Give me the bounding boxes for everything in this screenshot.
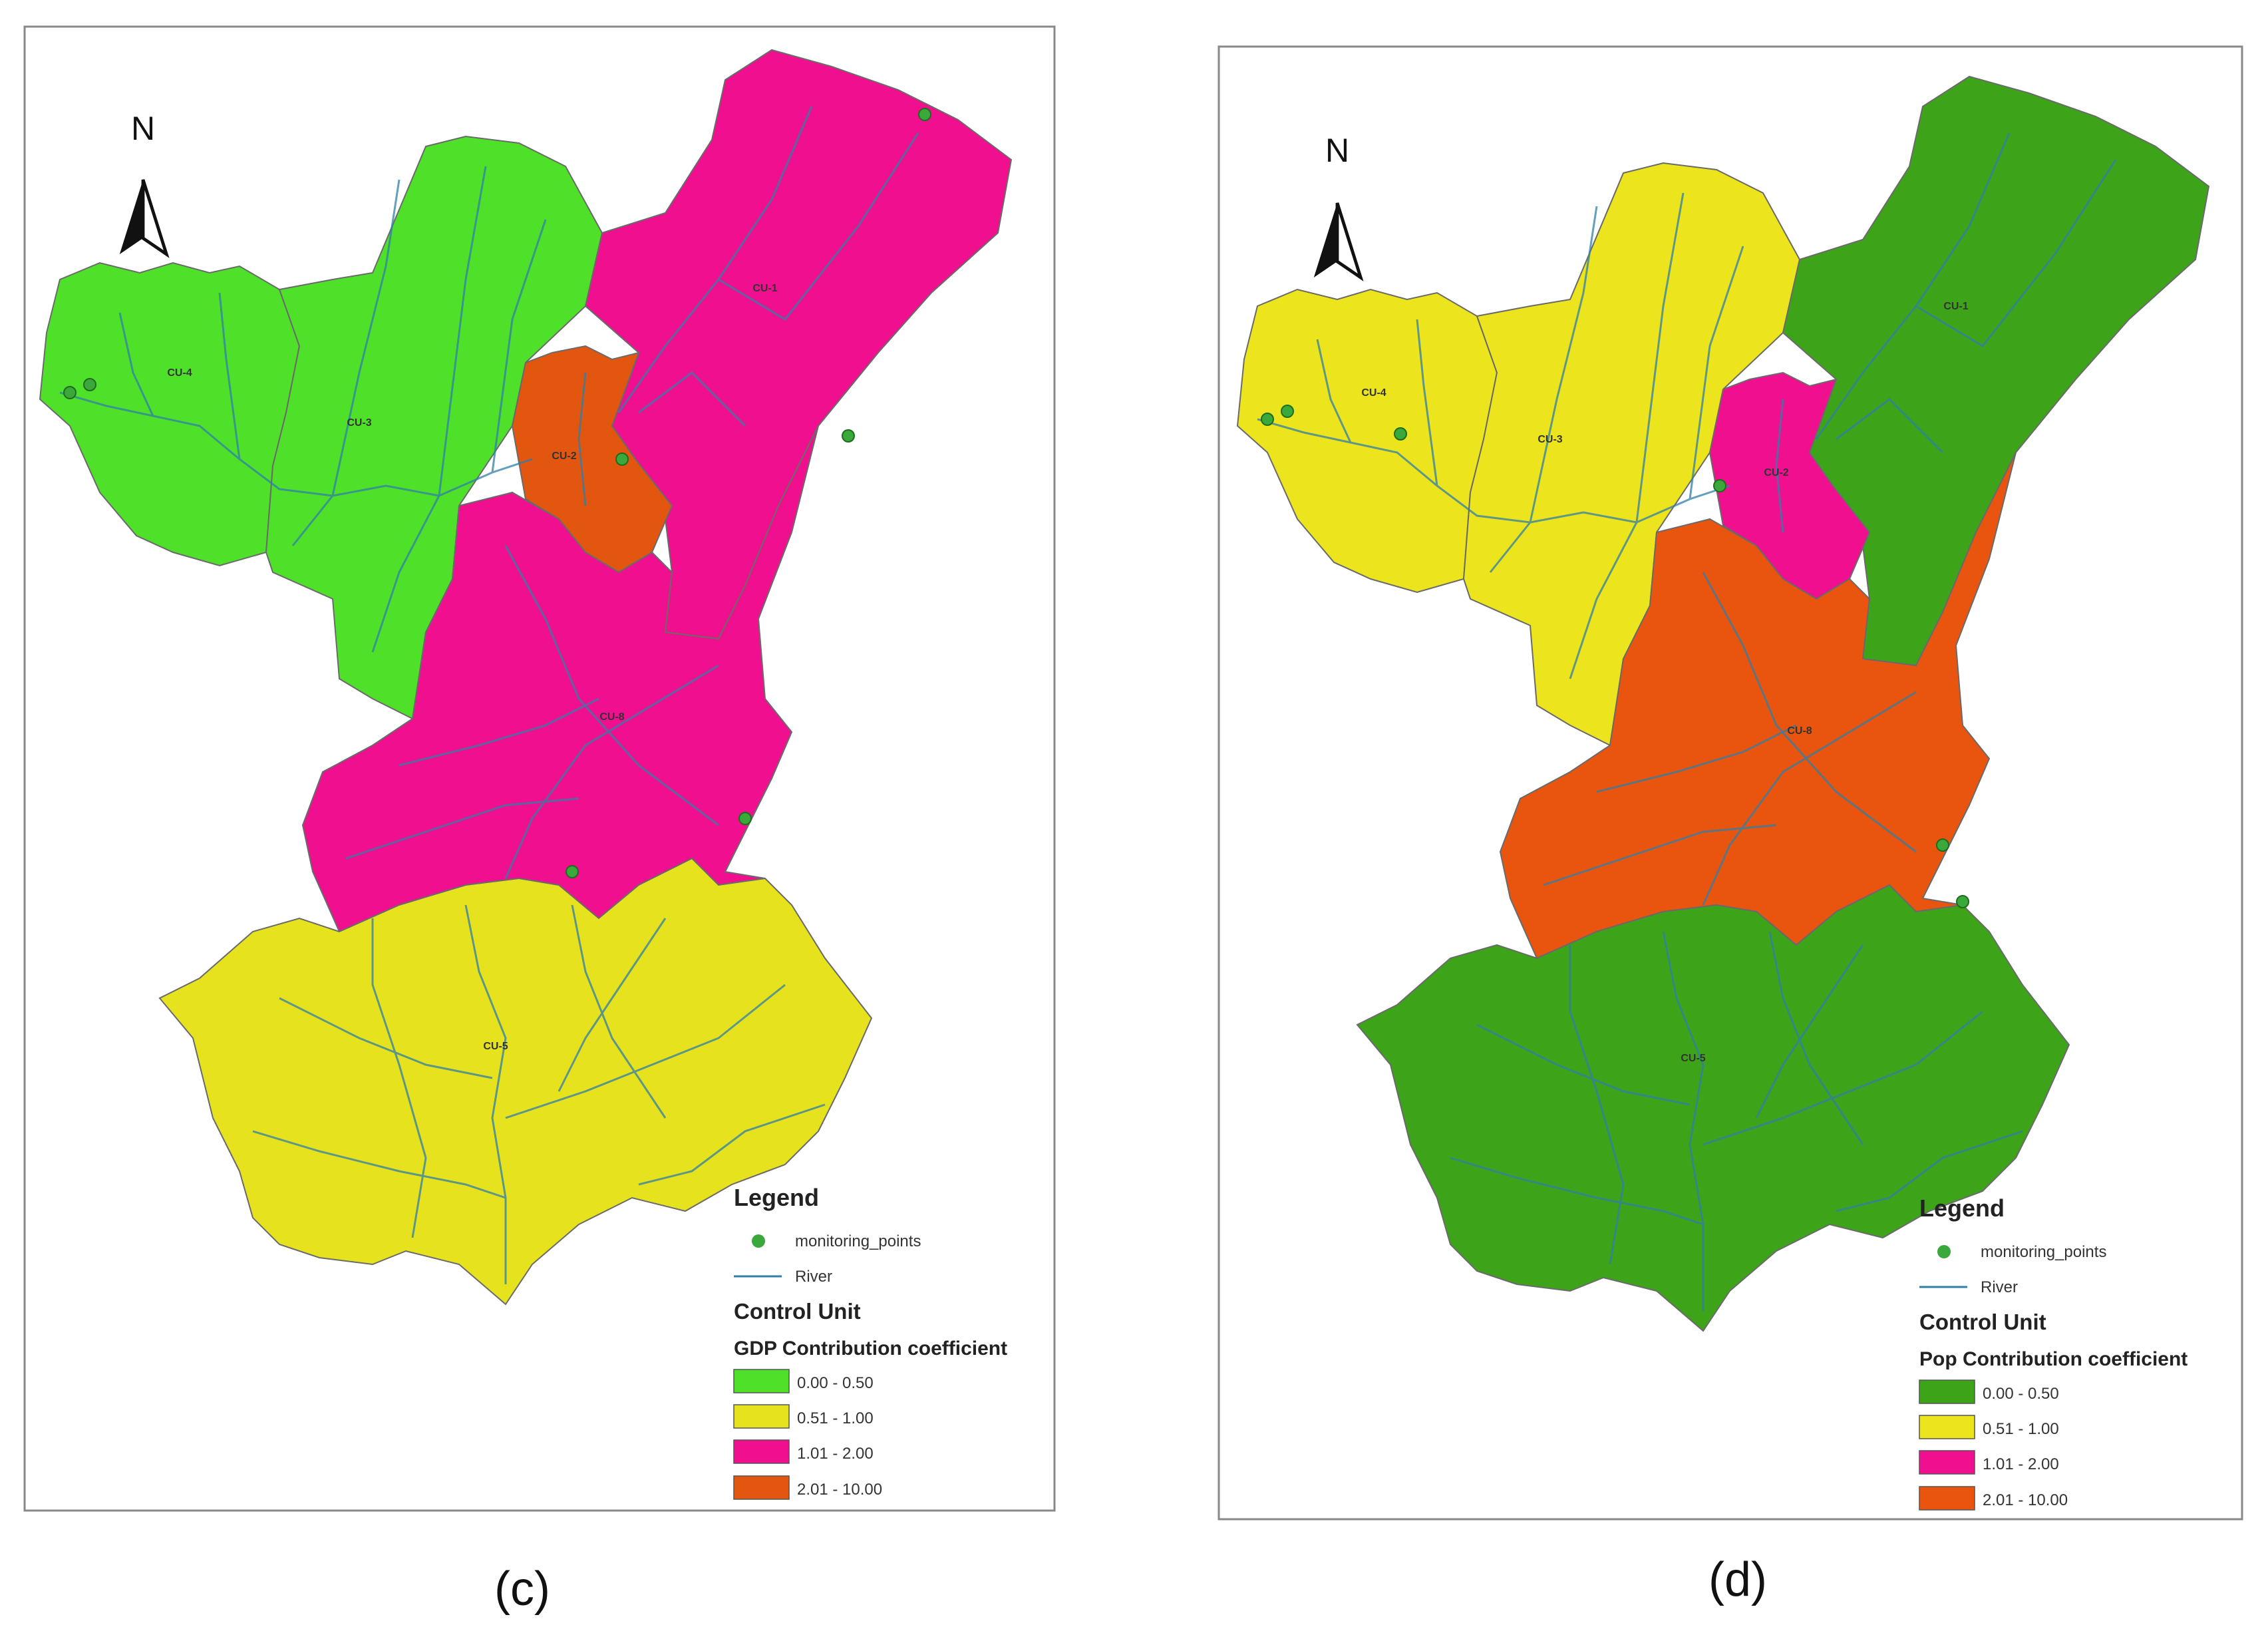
monitoring-points-symbol bbox=[1937, 1245, 1951, 1258]
monitoring-point[interactable] bbox=[1281, 405, 1294, 418]
legend-points-label-d: monitoring_points bbox=[1981, 1243, 2106, 1261]
monitoring-points-d bbox=[1261, 405, 1969, 908]
monitoring-point[interactable] bbox=[842, 429, 855, 443]
legend-title-d: Legend bbox=[1919, 1194, 2005, 1222]
monitoring-point[interactable] bbox=[63, 386, 77, 399]
monitoring-point[interactable] bbox=[83, 378, 96, 391]
legend-swatch bbox=[733, 1439, 790, 1464]
region-label: CU-8 bbox=[1787, 725, 1812, 737]
region-label: CU-2 bbox=[552, 451, 576, 462]
legend-swatch bbox=[1919, 1379, 1975, 1404]
legend-river-label-d: River bbox=[1981, 1278, 2018, 1296]
legend-control-unit-c: Control Unit bbox=[734, 1299, 861, 1324]
region-label: CU-8 bbox=[599, 711, 624, 723]
legend-control-unit-d: Control Unit bbox=[1919, 1310, 2046, 1334]
legend-swatch bbox=[1919, 1415, 1975, 1439]
legend-river-label-c: River bbox=[795, 1268, 832, 1286]
region-label: CU-4 bbox=[167, 367, 192, 379]
legend-range-label: 1.01 - 2.00 bbox=[797, 1445, 874, 1463]
region-label: CU-3 bbox=[1538, 434, 1562, 445]
legend-swatch bbox=[733, 1404, 790, 1429]
legend-swatch bbox=[733, 1369, 790, 1393]
legend-points-label-c: monitoring_points bbox=[795, 1232, 921, 1250]
region-label: CU-5 bbox=[483, 1041, 508, 1052]
monitoring-point[interactable] bbox=[738, 812, 752, 825]
panel-c: CU-4 CU-3 CU-1 CU-2 CU-8 CU-5 N Legend m… bbox=[23, 25, 1056, 1616]
legend-d: Legend monitoring_points River Control U… bbox=[1919, 1194, 2187, 1511]
monitoring-points-symbol bbox=[752, 1234, 765, 1248]
legend-coef-title-d: Pop Contribution coefficient bbox=[1919, 1348, 2187, 1370]
region-label: CU-1 bbox=[752, 283, 777, 294]
monitoring-point[interactable] bbox=[1936, 838, 1949, 852]
legend-range-label: 0.51 - 1.00 bbox=[797, 1409, 874, 1427]
legend-range-label: 0.00 - 0.50 bbox=[1983, 1385, 2059, 1403]
monitoring-point[interactable] bbox=[1261, 413, 1274, 426]
region-label: CU-1 bbox=[1943, 301, 1968, 312]
panel-caption-c: (c) bbox=[494, 1562, 550, 1616]
legend-range-label: 2.01 - 10.00 bbox=[1983, 1491, 2068, 1509]
panel-d: CU-4 CU-3 CU-1 CU-2 CU-8 CU-5 N Legend m… bbox=[1217, 45, 2243, 1606]
region-label: CU-2 bbox=[1764, 467, 1788, 478]
north-label-c: N bbox=[131, 110, 155, 147]
legend-range-label: 2.01 - 10.00 bbox=[797, 1481, 882, 1499]
legend-c: Legend monitoring_points River Control U… bbox=[733, 1184, 1007, 1500]
region-labels-d: CU-4 CU-3 CU-1 CU-2 CU-8 CU-5 bbox=[1361, 301, 1968, 1064]
monitoring-point[interactable] bbox=[566, 865, 579, 878]
monitoring-points-c bbox=[63, 108, 931, 878]
monitoring-point[interactable] bbox=[615, 453, 629, 466]
monitoring-point[interactable] bbox=[1956, 895, 1969, 908]
region-labels-c: CU-4 CU-3 CU-1 CU-2 CU-8 CU-5 bbox=[167, 283, 777, 1052]
region-label: CU-5 bbox=[1681, 1053, 1705, 1064]
legend-swatch bbox=[733, 1475, 790, 1500]
monitoring-point[interactable] bbox=[1713, 479, 1726, 492]
north-label-d: N bbox=[1325, 132, 1349, 169]
legend-title-c: Legend bbox=[734, 1184, 819, 1211]
monitoring-point[interactable] bbox=[918, 108, 931, 121]
legend-coef-title-c: GDP Contribution coefficient bbox=[734, 1338, 1007, 1360]
panel-caption-d: (d) bbox=[1708, 1553, 1767, 1606]
legend-swatch bbox=[1919, 1450, 1975, 1475]
legend-range-label: 1.01 - 2.00 bbox=[1983, 1455, 2059, 1473]
legend-swatch bbox=[1919, 1486, 1975, 1511]
monitoring-point[interactable] bbox=[1394, 427, 1407, 441]
legend-range-label: 0.00 - 0.50 bbox=[797, 1374, 874, 1392]
legend-range-label: 0.51 - 1.00 bbox=[1983, 1420, 2059, 1438]
region-label: CU-4 bbox=[1361, 387, 1386, 399]
region-label: CU-3 bbox=[347, 417, 371, 429]
